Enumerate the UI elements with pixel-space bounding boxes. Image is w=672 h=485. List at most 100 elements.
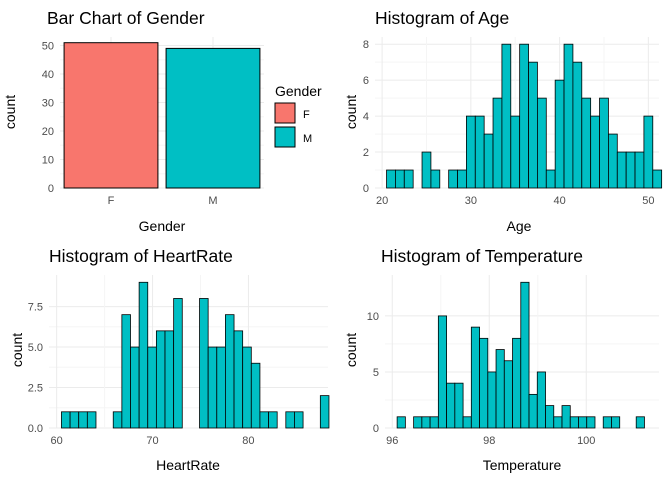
panel3-y-tick-label: 0.0 [28,423,43,435]
panel4-histogram-bar [470,326,480,429]
panel2-histogram-bar [466,115,476,189]
panel3-histogram-bar [285,411,295,429]
panel3-y-axis-title: count [9,333,25,367]
panel1-x-axis-title: Gender [139,218,186,234]
panel4-y-tick-label: 10 [367,311,379,323]
panel3-x-tick-label: 80 [242,435,254,447]
panel4-histogram-bar [413,416,423,429]
panel2-histogram-bar [554,79,565,189]
panel4-histogram-bar [545,405,555,429]
panel2-histogram-bar [634,151,645,189]
panel2-histogram-bar [421,151,432,189]
panel4-histogram-bar [396,416,406,429]
panel4-histogram-bar [421,416,431,429]
panel2-histogram-bar [395,169,405,189]
panel2-histogram-bar [448,169,458,189]
panel2-y-tick-label: 4 [363,111,369,123]
panel2-histogram-bar [403,169,414,189]
panel2-histogram-bar [430,169,441,189]
panel2-y-tick-label: 8 [363,39,369,51]
panel2-y-tick-label: 2 [363,147,369,159]
panel3-histogram-bar [268,411,278,429]
panel2-x-tick-label: 40 [553,195,565,207]
panel3-histogram-bar [69,411,80,429]
panel1-x-tick-label: M [208,195,217,207]
panel2-histogram-bar [386,169,396,189]
panel2-histogram-bar [483,133,494,189]
panel1-y-tick-label: 10 [42,155,54,167]
panel2-histogram-bar [519,43,529,189]
panel4-histogram-bar [487,371,497,429]
panel3-y-tick-label: 7.5 [28,302,43,314]
panel3-histogram-bar [86,411,97,429]
panel1-y-tick-label: 40 [42,69,54,81]
panel2-histogram-bar [501,43,512,189]
panel4-x-tick-label: 100 [577,435,595,447]
panel2-histogram-bar [528,61,538,189]
panel4-histogram-bar [462,416,472,429]
panel3-y-tick-label: 2.5 [28,383,43,395]
panel2-histogram-bar [608,133,618,189]
panel3-histogram-bar [130,346,140,429]
panel2-x-tick-label: 50 [642,195,654,207]
panel1-y-tick-label: 0 [48,183,54,195]
panel3-histogram-bar [173,298,183,429]
panel4-histogram-bar [569,416,579,429]
panel4-histogram-bar [446,382,456,429]
panel2-histogram-bar [563,43,574,189]
panel4-x-tick-label: 98 [483,435,495,447]
panel1-bar [63,42,159,189]
panel3-histogram-bar [164,330,175,429]
panel3-title: Histogram of HeartRate [49,246,233,266]
panel3-histogram-bar [216,346,226,429]
panel3-histogram-bar [155,330,166,429]
panel2-histogram-bar [581,97,592,189]
panel1-x-tick-label: F [108,195,115,207]
panel3-y-tick-label: 5.0 [28,342,43,354]
panel4-y-tick-label: 0 [373,423,379,435]
panel3-histogram-bar [147,346,157,429]
panel4-histogram-bar [495,349,505,429]
panel2-title: Histogram of Age [375,8,509,28]
panel2-y-tick-label: 6 [363,75,369,87]
panel3-histogram-bar [242,346,252,429]
panel3-histogram-bar [138,281,149,429]
panel3-histogram-bar [121,314,131,429]
panel1-y-axis-title: count [2,95,18,129]
panel2-histogram-bar [492,97,503,189]
panel2-histogram-bar [474,115,485,189]
panel1-legend-swatch [274,102,296,124]
panel3-histogram-bar [199,298,209,429]
panel3-histogram-bar [233,330,244,429]
panel3-histogram-bar [225,314,235,429]
panel3-x-tick-label: 70 [146,435,158,447]
panel1-y-tick-label: 50 [42,41,54,53]
panel4-histogram-bar [520,281,530,429]
panel2-x-tick-label: 20 [376,195,388,207]
panel2-histogram-bar [537,97,547,189]
panel4-title: Histogram of Temperature [381,246,583,266]
panel3-histogram-bar [259,411,269,429]
panel2-histogram-bar [545,169,556,189]
panel3-histogram-bar [61,411,71,429]
panel3-x-tick-label: 60 [51,435,63,447]
panel4-histogram-bar [578,416,588,429]
panel2-histogram-bar [572,61,583,189]
panel4-histogram-bar [479,337,489,429]
panel2-histogram-bar [590,115,600,189]
panel4-histogram-bar [602,416,612,429]
panel1-bar [165,47,261,189]
panel4-histogram-bar [454,382,464,429]
panel2-x-axis-title: Age [507,218,532,234]
panel4-histogram-bar [553,416,563,429]
panel4-histogram-bar [528,393,538,429]
panel2-histogram-bar [652,169,663,189]
panel4-histogram-bar [635,416,645,429]
panel4-histogram-bar [503,360,513,429]
panel4-x-tick-label: 96 [386,435,398,447]
panel4-histogram-bar [611,416,621,429]
panel1-y-tick-label: 20 [42,126,54,138]
panel4-histogram-bar [437,315,447,429]
panel3-histogram-bar [319,395,330,429]
